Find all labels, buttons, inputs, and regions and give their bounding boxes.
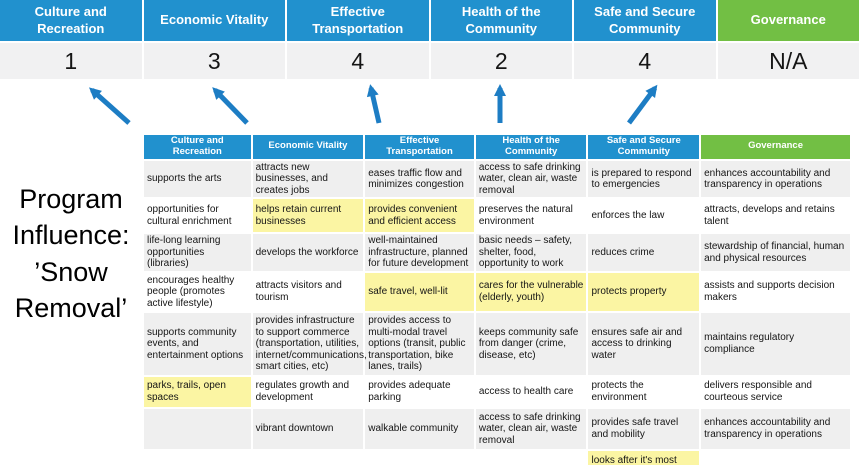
matrix-cell-r1-c3-highlighted: eases traffic flow and minimizes congest…	[365, 160, 474, 198]
matrix-cell-r6-c5: protects the environment	[588, 376, 700, 407]
matrix-cell-r8-c2	[252, 450, 364, 465]
matrix-cell-r7-c4: access to safe drinking water, clean air…	[475, 408, 587, 449]
matrix-cell-r2-c6: attracts, develops and retains talent	[701, 199, 850, 233]
matrix-cell-r4-c5-highlighted: protects property	[588, 272, 700, 311]
matrix-cell-r7-c6: enhances accountability and transparency…	[701, 408, 850, 449]
matrix-cell-r2-c1: opportunities for cultural enrichment	[144, 199, 251, 233]
matrix-cell-r3-c6: stewardship of financial, human and phys…	[701, 234, 850, 271]
matrix-cell-r6-c3: provides adequate parking	[365, 376, 474, 407]
matrix-cell-r1-c1: supports the arts	[144, 160, 251, 198]
matrix-cell-r5-c1: supports community events, and entertain…	[144, 312, 251, 375]
summary-header-health-of-the-community: Health of the Community	[430, 0, 572, 41]
matrix-cell-r5-c2-highlighted: provides infrastructure to support comme…	[252, 312, 367, 375]
up-arrows-group	[89, 84, 658, 125]
matrix-cell-r1-c2: attracts new businesses, and creates job…	[252, 160, 364, 198]
summary-score-effective-transportation: 4	[287, 43, 429, 79]
matrix-cell-r3-c3: well-maintained infrastructure, planned …	[365, 234, 474, 271]
matrix-cell-r5-c5: ensures safe air and access to drinking …	[588, 312, 700, 375]
arrow-culture-and-recreation-icon	[89, 87, 131, 125]
matrix-cell-r5-c4-highlighted: keeps community safe from danger (crime,…	[475, 312, 587, 375]
summary-score-health-of-the-community: 2	[430, 43, 572, 79]
matrix-cell-r2-c3-highlighted: provides convenient and efficient access	[365, 199, 474, 233]
matrix-row-2: opportunities for cultural enrichment hel…	[144, 199, 850, 233]
matrix-cell-r7-c2: vibrant downtown	[252, 408, 364, 449]
matrix-row-7: vibrant downtown walkable community access…	[144, 408, 850, 449]
matrix-cell-r3-c4-highlighted: basic needs – safety, shelter, food, opp…	[475, 234, 587, 271]
matrix-header-culture-and-recreation: Culture and Recreation	[144, 135, 251, 159]
summary-score-culture-and-recreation: 1	[0, 43, 142, 79]
matrix-row-5: supports community events, and entertain…	[144, 312, 850, 375]
program-influence-label: Program Influence: ’Snow Removal’	[12, 184, 130, 324]
matrix-cell-r3-c2: develops the workforce	[252, 234, 364, 271]
matrix-row-8: looks after it's most vulnerable	[144, 450, 850, 465]
matrix-header-health-of-the-community: Health of the Community	[475, 135, 587, 159]
arrow-economic-vitality-icon	[212, 87, 249, 125]
matrix-cell-r8-c4	[475, 450, 587, 465]
matrix-cell-r4-c2: attracts visitors and tourism	[252, 272, 364, 311]
matrix-cell-r7-c1	[144, 408, 251, 449]
matrix-cell-r1-c5-highlighted: is prepared to respond to emergencies	[588, 160, 700, 198]
matrix-cell-r2-c4: preserves the natural environment	[475, 199, 587, 233]
matrix-cell-r5-c3-highlighted: provides access to multi-modal travel op…	[365, 312, 474, 375]
summary-header-effective-transportation: Effective Transportation	[287, 0, 429, 41]
arrow-safe-and-secure-community-icon	[626, 84, 658, 125]
matrix-cell-r1-c6: enhances accountability and transparency…	[701, 160, 850, 198]
matrix-cell-r6-c2: regulates growth and development	[252, 376, 364, 407]
matrix-cell-r3-c1: life-long learning opportunities (librar…	[144, 234, 251, 271]
matrix-cell-r8-c6	[701, 450, 850, 465]
summary-header-economic-vitality: Economic Vitality	[143, 0, 285, 41]
matrix-header-safe-and-secure-community: Safe and Secure Community	[588, 135, 700, 159]
summary-score-governance: N/A	[717, 43, 859, 79]
matrix-row-4: encourages healthy people (promotes acti…	[144, 272, 850, 311]
service-influence-matrix: Culture and Recreation Economic Vitality E…	[142, 133, 852, 465]
matrix-header-economic-vitality: Economic Vitality	[252, 135, 364, 159]
matrix-cell-r6-c6: delivers responsible and courteous servi…	[701, 376, 850, 407]
matrix-row-3: life-long learning opportunities (librar…	[144, 234, 850, 271]
matrix-cell-r6-c1-highlighted: parks, trails, open spaces	[144, 376, 251, 407]
summary-score-economic-vitality: 3	[143, 43, 285, 79]
matrix-cell-r4-c1: encourages healthy people (promotes acti…	[144, 272, 251, 311]
matrix-cell-r8-c3	[365, 450, 474, 465]
summary-score-safe-and-secure-community: 4	[574, 43, 716, 79]
matrix-cell-r3-c5: reduces crime	[588, 234, 700, 271]
matrix-cell-r8-c5-highlighted: looks after it's most vulnerable	[588, 450, 700, 465]
summary-header-governance: Governance	[717, 0, 859, 41]
matrix-cell-r8-c1	[144, 450, 251, 465]
matrix-row-6: parks, trails, open spaces regulates grow…	[144, 376, 850, 407]
matrix-header-governance: Governance	[701, 135, 850, 159]
matrix-cell-r5-c6: maintains regulatory compliance	[701, 312, 850, 375]
matrix-cell-r1-c4: access to safe drinking water, clean air…	[475, 160, 587, 198]
matrix-cell-r2-c2-highlighted: helps retain current businesses	[252, 199, 364, 233]
matrix-body: supports the arts attracts new businesses…	[144, 160, 850, 465]
matrix-header-effective-transportation: Effective Transportation	[365, 135, 474, 159]
matrix-row-1: supports the arts attracts new businesses…	[144, 160, 850, 198]
matrix-cell-r4-c3-highlighted: safe travel, well-lit	[365, 272, 474, 311]
arrow-effective-transportation-icon	[366, 84, 382, 124]
matrix-cell-r4-c4-highlighted: cares for the vulnerable (elderly, youth…	[475, 272, 587, 311]
summary-header-culture-and-recreation: Culture and Recreation	[0, 0, 142, 41]
matrix-cell-r6-c4: access to health care	[475, 376, 587, 407]
matrix-header-row: Culture and Recreation Economic Vitality E…	[144, 135, 850, 159]
matrix-cell-r7-c3: walkable community	[365, 408, 474, 449]
matrix-cell-r7-c5-highlighted: provides safe travel and mobility	[588, 408, 700, 449]
matrix-cell-r4-c6: assists and supports decision makers	[701, 272, 850, 311]
summary-header-safe-and-secure-community: Safe and Secure Community	[574, 0, 716, 41]
summary-scorecard: Culture and Recreation Economic Vitality E…	[0, 0, 859, 79]
matrix-cell-r2-c5: enforces the law	[588, 199, 700, 233]
